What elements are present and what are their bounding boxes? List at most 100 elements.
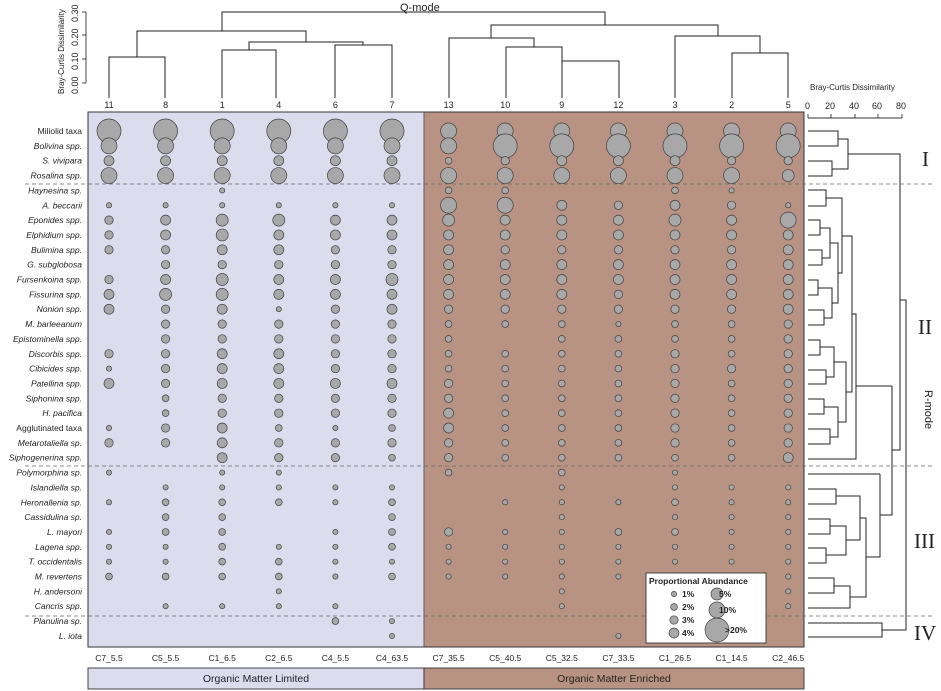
abundance-bubble <box>501 320 509 328</box>
cluster-number: 12 <box>613 100 623 110</box>
abundance-bubble <box>443 289 454 300</box>
abundance-bubble <box>671 335 679 343</box>
legend-label: 2% <box>682 602 695 612</box>
abundance-bubble <box>275 202 282 209</box>
abundance-bubble <box>387 245 397 255</box>
abundance-bubble <box>444 393 454 403</box>
abundance-bubble <box>332 543 339 550</box>
abundance-bubble <box>217 319 227 329</box>
abundance-bubble <box>106 202 112 209</box>
legend-label: 1% <box>682 589 695 599</box>
abundance-bubble <box>557 245 567 255</box>
abundance-bubble <box>217 393 227 403</box>
abundance-bubble <box>106 529 112 535</box>
sample-label: C7_33.5 <box>602 653 634 663</box>
abundance-bubble <box>672 543 678 550</box>
sample-label: C7_5.5 <box>95 653 123 663</box>
taxon-label: S. vivipara <box>42 156 82 166</box>
abundance-bubble <box>496 196 514 214</box>
abundance-bubble <box>499 229 511 241</box>
abundance-bubble <box>444 304 454 314</box>
abundance-bubble <box>330 155 341 167</box>
abundance-bubble <box>161 378 171 388</box>
abundance-bubble <box>727 304 737 314</box>
abundance-bubble <box>670 349 680 359</box>
abundance-bubble <box>727 245 737 255</box>
abundance-bubble <box>106 365 112 372</box>
r-axis: Bray-Curtis Dissimilarity 0 20 40 60 80 <box>805 83 906 119</box>
q-tick-label: 0.20 <box>70 28 80 46</box>
abundance-bubble <box>273 289 285 300</box>
abundance-bubble <box>213 167 231 184</box>
abundance-bubble <box>782 452 794 464</box>
abundance-bubble <box>668 213 682 227</box>
abundance-bubble <box>387 334 397 344</box>
abundance-bubble <box>274 260 284 270</box>
sample-label: C4_5.5 <box>322 653 350 663</box>
abundance-bubble <box>445 543 452 550</box>
abundance-bubble <box>104 245 114 255</box>
abundance-bubble <box>728 558 735 565</box>
legend-bubble <box>670 603 678 611</box>
abundance-bubble <box>330 304 340 314</box>
r-axis-label: Bray-Curtis Dissimilarity <box>810 83 895 92</box>
abundance-bubble <box>785 484 792 491</box>
abundance-bubble <box>499 259 511 270</box>
abundance-bubble <box>388 424 396 432</box>
abundance-bubble <box>162 484 169 491</box>
cluster-number: 10 <box>500 100 510 110</box>
abundance-bubble <box>557 304 567 314</box>
abundance-bubble <box>727 394 736 403</box>
sample-label: C5_5.5 <box>152 653 180 663</box>
taxon-label: H. pacifica <box>42 408 82 418</box>
abundance-bubble <box>330 393 340 403</box>
abundance-bubble <box>727 409 736 417</box>
cluster-number: 13 <box>444 100 454 110</box>
legend: Proportional Abundance 1% 2% 3% 4% 5% 10% >20% <box>645 572 767 644</box>
abundance-bubble <box>383 167 401 184</box>
taxon-label: Elphidium spp. <box>26 230 82 240</box>
abundance-bubble <box>330 378 341 389</box>
abundance-bubble <box>161 528 170 536</box>
abundance-bubble <box>671 498 679 507</box>
abundance-bubble <box>216 452 228 464</box>
abundance-bubble <box>785 573 792 580</box>
abundance-bubble <box>161 498 170 507</box>
abundance-bubble <box>103 155 115 167</box>
abundance-bubble <box>219 202 226 209</box>
abundance-bubble <box>388 543 396 551</box>
abundance-bubble <box>727 335 736 343</box>
abundance-bubble <box>615 573 622 580</box>
r-tick-label: 0 <box>805 101 810 111</box>
abundance-bubble <box>614 394 623 403</box>
abundance-bubble <box>669 259 681 270</box>
abundance-bubble <box>274 438 284 448</box>
abundance-bubble <box>104 215 114 225</box>
taxon-label: G. subglobosa <box>27 260 82 270</box>
abundance-bubble <box>216 303 228 315</box>
abundance-bubble <box>726 229 737 241</box>
abundance-bubble <box>389 484 395 491</box>
abundance-bubble <box>215 213 229 227</box>
abundance-bubble <box>728 514 735 521</box>
abundance-bubble <box>615 543 622 550</box>
abundance-bubble <box>783 408 793 418</box>
abundance-bubble <box>327 167 344 184</box>
abundance-bubble <box>387 408 397 418</box>
taxon-label: Eponides spp. <box>28 215 82 225</box>
cluster-separators <box>25 183 935 617</box>
abundance-bubble <box>103 378 115 389</box>
abundance-bubble <box>388 513 396 521</box>
abundance-bubble <box>330 274 341 285</box>
abundance-bubble <box>330 349 340 359</box>
abundance-bubble <box>558 529 565 535</box>
abundance-bubble <box>161 438 171 448</box>
abundance-bubble <box>558 320 566 328</box>
sample-label: C4_63.5 <box>376 653 408 663</box>
abundance-bubble <box>330 408 340 418</box>
legend-label: 10% <box>719 605 736 615</box>
abundance-bubble <box>444 186 453 195</box>
abundance-bubble <box>388 453 396 462</box>
abundance-bubble <box>389 632 395 639</box>
abundance-bubble <box>387 364 397 374</box>
